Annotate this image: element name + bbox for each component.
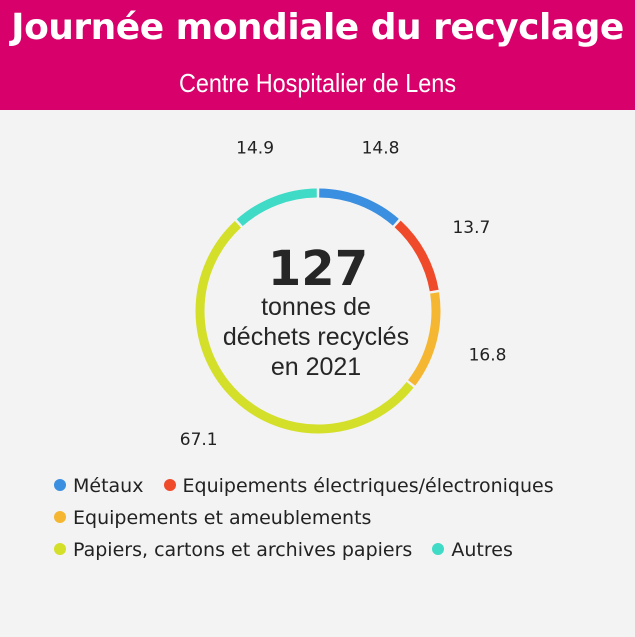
page-title: Journée mondiale du recyclage <box>11 7 624 48</box>
legend-row: Métaux Equipements électriques/électroni… <box>54 470 624 502</box>
legend-label: Métaux <box>73 475 144 497</box>
center-line-1: tonnes de <box>261 293 371 321</box>
center-total: 127 <box>268 241 368 297</box>
legend-dot-icon <box>54 479 66 491</box>
donut-segment <box>195 221 414 434</box>
legend-row: Equipements et ameublements <box>54 502 624 534</box>
chart-legend: Métaux Equipements électriques/électroni… <box>54 470 624 566</box>
value-label: 14.8 <box>362 139 400 159</box>
donut-segment <box>407 292 441 386</box>
page-subtitle: Centre Hospitalier de Lens <box>178 68 457 98</box>
donut-segment <box>236 188 317 227</box>
legend-dot-icon <box>54 511 66 523</box>
legend-item-equipements-ameublements: Equipements et ameublements <box>54 502 371 534</box>
legend-item-papiers: Papiers, cartons et archives papiers <box>54 534 412 566</box>
donut-segments <box>195 188 441 434</box>
legend-dot-icon <box>54 543 66 555</box>
donut-chart: 14.8 13.7 16.8 67.1 14.9 127 tonnes de déche… <box>180 139 507 450</box>
donut-segment <box>319 188 399 226</box>
value-labels: 14.8 13.7 16.8 67.1 14.9 <box>180 139 507 450</box>
legend-label: Papiers, cartons et archives papiers <box>73 539 413 561</box>
value-label: 67.1 <box>180 430 218 450</box>
legend-item-equipements-electriques: Equipements électriques/électroniques <box>163 470 554 502</box>
legend-label: Equipements et ameublements <box>73 507 372 529</box>
legend-row: Papiers, cartons et archives papiers Aut… <box>54 534 624 566</box>
legend-item-metaux: Métaux <box>54 470 143 502</box>
legend-item-autres: Autres <box>432 534 513 566</box>
value-label: 14.9 <box>236 139 274 159</box>
legend-label: Equipements électriques/électroniques <box>182 475 554 497</box>
center-line-2: déchets recyclés <box>223 323 409 351</box>
donut-segment <box>394 220 439 292</box>
legend-dot-icon <box>163 479 176 491</box>
center-line-3: en 2021 <box>271 353 361 381</box>
value-label: 13.7 <box>452 218 490 238</box>
header-banner: Journée mondiale du recyclage Centre Hos… <box>0 0 635 110</box>
legend-dot-icon <box>432 543 445 555</box>
legend-label: Autres <box>451 539 513 561</box>
value-label: 16.8 <box>469 345 507 365</box>
